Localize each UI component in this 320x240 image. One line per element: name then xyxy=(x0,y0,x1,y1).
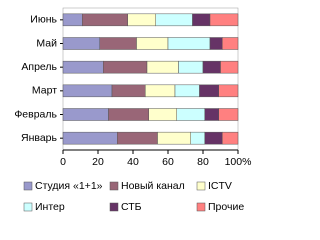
x-tick-label: 100% xyxy=(225,156,252,168)
bar-segment xyxy=(146,60,179,74)
legend-swatch xyxy=(23,181,33,191)
bar-segment xyxy=(190,131,205,145)
x-tick-label: 40 xyxy=(127,156,139,168)
legend-label: Новый канал xyxy=(121,180,185,192)
y-tick-label: Апрель xyxy=(21,61,57,73)
y-tick-label: Январь xyxy=(21,132,58,144)
bar-segment xyxy=(204,108,219,121)
y-tick-label: Июнь xyxy=(30,14,57,26)
x-tick-label: 20 xyxy=(92,156,104,168)
bar-segment xyxy=(148,108,177,121)
bar-segment xyxy=(222,131,239,145)
bar-segment xyxy=(202,60,221,74)
bar-segment xyxy=(62,131,118,145)
plot-area xyxy=(62,7,239,151)
legend-swatch xyxy=(109,202,119,212)
bar-segment xyxy=(62,13,83,27)
bar-segment xyxy=(62,60,104,74)
bar-segment xyxy=(62,108,109,121)
bar-segment xyxy=(82,13,128,27)
y-tick-label: Март xyxy=(32,85,57,97)
bar-segment xyxy=(209,37,223,50)
legend-label: ICTV xyxy=(208,180,232,192)
bar-segment xyxy=(108,108,149,121)
bar-segment xyxy=(145,84,176,98)
legend-swatch xyxy=(109,181,119,191)
bar-segment xyxy=(209,13,239,27)
bar-segment xyxy=(62,37,100,50)
bar-segment xyxy=(178,60,204,74)
x-tick-label: 80 xyxy=(197,156,209,168)
bar-segment xyxy=(220,60,239,74)
bar-segment xyxy=(199,84,219,98)
legend-label: Студия «1+1» xyxy=(35,180,103,192)
legend-swatch xyxy=(196,202,206,212)
bar-segment xyxy=(136,37,169,50)
bar-segment xyxy=(218,108,239,121)
bar-segment xyxy=(167,37,211,50)
legend-swatch xyxy=(196,181,206,191)
legend-label: Интер xyxy=(35,201,65,213)
x-tick-label: 60 xyxy=(162,156,174,168)
legend-label: СТБ xyxy=(121,201,142,213)
bar-segment xyxy=(127,13,156,27)
bar-segment xyxy=(176,108,205,121)
bar-segment xyxy=(174,84,200,98)
legend-label: Прочие xyxy=(208,201,244,213)
bar-segment xyxy=(99,37,137,50)
y-tick-label: Май xyxy=(36,37,57,49)
bar-segment xyxy=(117,131,158,145)
x-tick-label: 0 xyxy=(60,156,66,168)
bar-segment xyxy=(111,84,146,98)
bar-segment xyxy=(155,13,193,27)
chart: 0 20 40 60 80 100% Июнь Май Апрель Март Февраль Янв… xyxy=(14,7,252,213)
bar-segment xyxy=(218,84,239,98)
bar-segment xyxy=(222,37,239,50)
bar-segment xyxy=(62,84,113,98)
legend-swatch xyxy=(23,202,33,212)
bar-segment xyxy=(204,131,223,145)
bar-segment xyxy=(192,13,211,27)
y-tick-label: Февраль xyxy=(14,108,57,120)
bar-segment xyxy=(103,60,148,74)
bar-segment xyxy=(157,131,191,145)
